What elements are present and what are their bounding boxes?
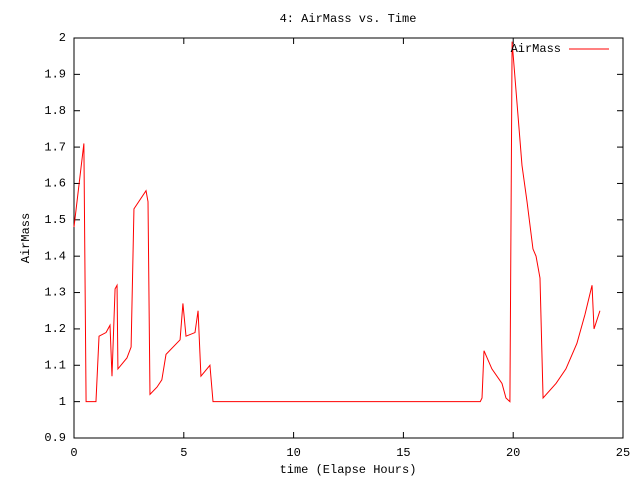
- x-tick-label: 15: [396, 446, 410, 460]
- y-tick-label: 2: [59, 31, 66, 45]
- x-axis-label: time (Elapse Hours): [280, 463, 417, 477]
- y-tick-label: 1.7: [44, 140, 66, 154]
- y-tick-label: 1.5: [44, 213, 66, 227]
- y-tick-label: 1.2: [44, 322, 66, 336]
- y-tick-label: 1.9: [44, 68, 66, 82]
- y-tick-label: 1: [59, 395, 66, 409]
- legend-label: AirMass: [511, 42, 561, 56]
- plot-frame: [73, 37, 624, 439]
- x-tick-label: 0: [70, 446, 77, 460]
- data-line: [73, 41, 601, 403]
- y-tick-label: 1.4: [44, 249, 66, 263]
- x-tick-label: 5: [180, 446, 187, 460]
- y-tick-label: 1.3: [44, 286, 66, 300]
- y-tick-label: 0.9: [44, 431, 66, 445]
- x-tick-label: 10: [286, 446, 300, 460]
- y-tick-label: 1.8: [44, 104, 66, 118]
- y-tick-label: 1.6: [44, 177, 66, 191]
- y-axis-label: AirMass: [19, 213, 33, 263]
- chart-title: 4: AirMass vs. Time: [280, 12, 417, 26]
- y-tick-label: 1.1: [44, 358, 66, 372]
- x-tick-label: 25: [616, 446, 630, 460]
- x-tick-label: 20: [506, 446, 520, 460]
